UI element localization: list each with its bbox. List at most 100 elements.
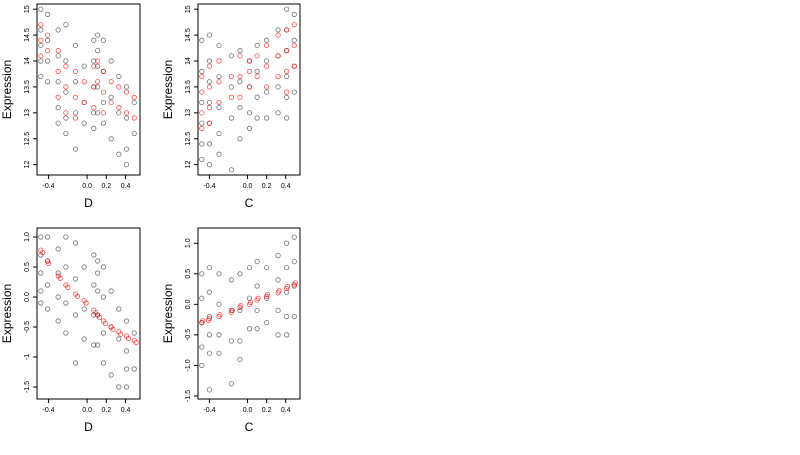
data-point bbox=[284, 89, 290, 95]
data-point bbox=[206, 120, 213, 126]
x-axis-label: C bbox=[245, 196, 254, 210]
data-point bbox=[72, 94, 79, 100]
x-tick-label: -0.4 bbox=[43, 183, 55, 190]
data-point bbox=[63, 22, 69, 28]
data-point bbox=[199, 141, 205, 147]
x-tick-label: 0.0 bbox=[82, 407, 92, 414]
data-point bbox=[200, 318, 206, 324]
data-point bbox=[91, 105, 97, 111]
data-point bbox=[206, 63, 213, 69]
series-1 bbox=[199, 6, 297, 173]
data-point bbox=[254, 42, 260, 49]
y-tick-label: 1.0 bbox=[185, 238, 192, 248]
y-tick-label: 13.5 bbox=[24, 80, 31, 94]
data-point bbox=[123, 89, 130, 95]
data-point bbox=[72, 115, 79, 121]
series-1 bbox=[38, 234, 137, 390]
data-point bbox=[275, 277, 281, 283]
data-point bbox=[95, 58, 101, 64]
data-point bbox=[284, 6, 290, 12]
data-point bbox=[38, 22, 44, 28]
data-point bbox=[199, 120, 205, 126]
data-point bbox=[44, 11, 51, 17]
data-point bbox=[216, 42, 222, 49]
data-point bbox=[199, 99, 205, 106]
data-point bbox=[275, 307, 281, 314]
data-point bbox=[95, 32, 101, 38]
data-point bbox=[206, 162, 213, 168]
data-point bbox=[95, 270, 101, 276]
y-tick-label: 14.5 bbox=[24, 28, 31, 42]
data-point bbox=[276, 288, 282, 294]
data-point bbox=[254, 115, 260, 121]
data-point bbox=[199, 271, 205, 277]
x-tick-label: -0.4 bbox=[43, 407, 55, 414]
y-tick-label: 13.5 bbox=[185, 80, 192, 94]
data-point bbox=[63, 84, 69, 90]
data-point bbox=[44, 282, 51, 288]
data-point bbox=[118, 331, 124, 337]
y-tick-label: 15 bbox=[185, 5, 192, 13]
y-tick-label: 14 bbox=[185, 57, 192, 65]
data-point bbox=[95, 258, 101, 264]
data-point bbox=[44, 48, 51, 54]
data-point bbox=[291, 22, 297, 28]
data-point bbox=[44, 258, 51, 264]
data-point bbox=[216, 151, 222, 157]
data-point bbox=[216, 79, 222, 85]
data-point bbox=[275, 84, 281, 90]
data-point bbox=[55, 120, 61, 126]
y-tick-label: 12.5 bbox=[24, 132, 31, 146]
y-tick-label: -1.0 bbox=[185, 359, 192, 371]
data-point bbox=[199, 68, 205, 74]
x-tick-label: -0.4 bbox=[203, 183, 215, 190]
data-point bbox=[228, 84, 234, 90]
x-tick-label: 0.4 bbox=[281, 183, 291, 190]
data-point bbox=[254, 53, 260, 59]
data-point bbox=[206, 32, 213, 38]
y-tick-label: -1.5 bbox=[24, 381, 31, 393]
data-point bbox=[291, 258, 297, 265]
data-point bbox=[123, 318, 130, 324]
data-point bbox=[72, 312, 79, 318]
data-point bbox=[291, 37, 297, 43]
data-point bbox=[254, 258, 260, 265]
data-point bbox=[237, 356, 243, 362]
data-point bbox=[100, 330, 107, 336]
y-tick-label: 1.0 bbox=[24, 232, 31, 242]
data-point bbox=[199, 362, 205, 369]
data-point bbox=[275, 110, 281, 116]
data-point bbox=[131, 94, 137, 100]
data-point bbox=[55, 94, 61, 100]
data-point bbox=[123, 84, 130, 90]
data-point bbox=[229, 307, 235, 314]
data-point bbox=[246, 125, 253, 131]
data-point bbox=[285, 284, 291, 290]
data-point bbox=[216, 301, 222, 307]
series-2 bbox=[199, 22, 297, 131]
data-point bbox=[275, 32, 281, 38]
data-point bbox=[206, 58, 213, 64]
data-point bbox=[199, 156, 205, 163]
data-point bbox=[228, 73, 234, 80]
data-point bbox=[264, 63, 270, 69]
data-point bbox=[264, 291, 271, 298]
data-point bbox=[238, 302, 244, 309]
data-point bbox=[91, 252, 97, 258]
data-point bbox=[131, 366, 137, 372]
y-tick-label: -0.5 bbox=[185, 329, 192, 341]
data-point bbox=[284, 94, 290, 100]
data-point bbox=[55, 48, 61, 54]
data-point bbox=[275, 73, 281, 80]
plot-frame bbox=[36, 3, 141, 176]
panel-3: -0.4 0.0 0.2 0.4 -1.5 -1 -0.5 0.0 0.5 1.0 D Express… bbox=[0, 227, 141, 434]
data-point bbox=[91, 282, 97, 288]
x-tick-label: 0.0 bbox=[82, 183, 92, 190]
data-point bbox=[247, 299, 254, 306]
data-point bbox=[95, 84, 101, 90]
data-point bbox=[81, 264, 87, 270]
data-point bbox=[237, 271, 243, 277]
data-point bbox=[206, 332, 213, 338]
data-point bbox=[63, 63, 69, 69]
data-point bbox=[255, 295, 261, 301]
